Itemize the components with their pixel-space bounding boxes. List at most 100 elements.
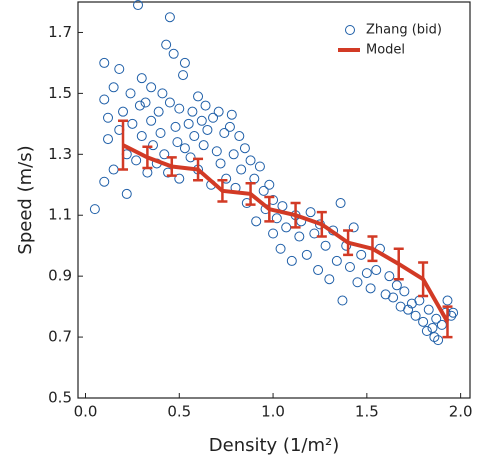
data-point xyxy=(294,231,305,242)
data-point xyxy=(264,179,275,190)
data-point xyxy=(384,271,395,282)
data-point xyxy=(213,106,224,117)
error-bar xyxy=(142,145,153,170)
data-point xyxy=(114,64,125,75)
data-point xyxy=(239,143,250,154)
data-point xyxy=(234,131,245,142)
data-point xyxy=(301,249,312,260)
data-point xyxy=(155,127,166,138)
data-point xyxy=(179,143,190,154)
data-point xyxy=(268,228,279,239)
data-point xyxy=(410,310,421,321)
data-point xyxy=(170,121,181,132)
error-bar xyxy=(245,181,256,206)
data-point xyxy=(99,94,110,105)
data-point xyxy=(275,243,286,254)
data-point xyxy=(433,335,444,346)
data-point xyxy=(421,325,432,336)
data-point xyxy=(131,155,142,166)
x-tick-label: 2.0 xyxy=(449,403,473,421)
data-point xyxy=(89,204,100,215)
y-tick-label: 1.7 xyxy=(48,23,72,41)
data-point xyxy=(174,103,185,114)
data-point xyxy=(226,109,237,120)
x-tick-label: 0.5 xyxy=(167,403,191,421)
data-point xyxy=(221,173,232,184)
data-point xyxy=(193,91,204,102)
data-point xyxy=(118,106,129,117)
y-tick-label: 1.1 xyxy=(48,206,72,224)
data-point xyxy=(224,121,235,132)
data-point xyxy=(161,39,172,50)
data-point xyxy=(208,112,219,123)
data-point xyxy=(140,97,151,108)
data-point xyxy=(436,319,447,330)
data-point xyxy=(281,222,292,233)
error-bar xyxy=(316,210,327,238)
model-line xyxy=(122,143,450,323)
data-point xyxy=(164,97,175,108)
data-point xyxy=(335,198,346,209)
data-point xyxy=(136,131,147,142)
data-point xyxy=(202,124,213,135)
legend-label: Zhang (bid) xyxy=(366,23,442,38)
data-point xyxy=(196,115,207,126)
data-point xyxy=(320,240,331,251)
data-point xyxy=(121,188,132,199)
data-point xyxy=(133,0,144,11)
data-point xyxy=(228,149,239,160)
data-point xyxy=(148,140,159,151)
data-point xyxy=(245,155,256,166)
data-point xyxy=(337,295,348,306)
y-tick-label: 0.9 xyxy=(48,267,72,285)
data-point xyxy=(254,161,265,172)
data-point xyxy=(200,100,211,111)
data-point xyxy=(429,332,440,343)
data-point xyxy=(356,249,367,260)
data-point xyxy=(236,164,247,175)
data-point xyxy=(309,228,320,239)
data-point xyxy=(399,286,410,297)
data-point xyxy=(324,274,335,285)
data-point xyxy=(403,304,414,315)
data-point xyxy=(168,48,179,59)
error-bar xyxy=(166,156,177,177)
data-point xyxy=(108,164,119,175)
data-point xyxy=(178,70,189,81)
error-bar xyxy=(367,235,378,263)
data-point xyxy=(344,262,355,273)
data-point xyxy=(348,222,359,233)
data-point xyxy=(249,173,260,184)
data-point xyxy=(103,134,114,145)
data-point xyxy=(99,176,110,187)
data-point xyxy=(418,316,429,327)
x-axis-label: Density (1/m²) xyxy=(209,435,339,456)
data-point xyxy=(215,158,226,169)
data-point xyxy=(103,112,114,123)
error-bar xyxy=(343,229,354,257)
data-point xyxy=(157,88,168,99)
data-point xyxy=(286,255,297,266)
y-tick-label: 0.7 xyxy=(48,328,72,346)
data-point xyxy=(134,100,145,111)
x-tick-label: 1.5 xyxy=(355,403,379,421)
data-point xyxy=(172,137,183,148)
data-point xyxy=(391,280,402,291)
data-point xyxy=(153,106,164,117)
data-point xyxy=(431,313,442,324)
legend-label: Model xyxy=(366,43,405,58)
data-point xyxy=(361,268,372,279)
data-point xyxy=(164,12,175,23)
data-point xyxy=(136,73,147,84)
data-point xyxy=(219,127,230,138)
data-point xyxy=(258,185,269,196)
plot-frame xyxy=(77,1,471,399)
y-tick-label: 0.5 xyxy=(48,389,72,407)
y-axis-label: Speed (m/s) xyxy=(15,145,36,254)
error-bar xyxy=(442,305,453,339)
data-point xyxy=(189,131,200,142)
data-point xyxy=(183,118,194,129)
x-tick-label: 0.0 xyxy=(74,403,98,421)
error-bar xyxy=(264,195,275,223)
